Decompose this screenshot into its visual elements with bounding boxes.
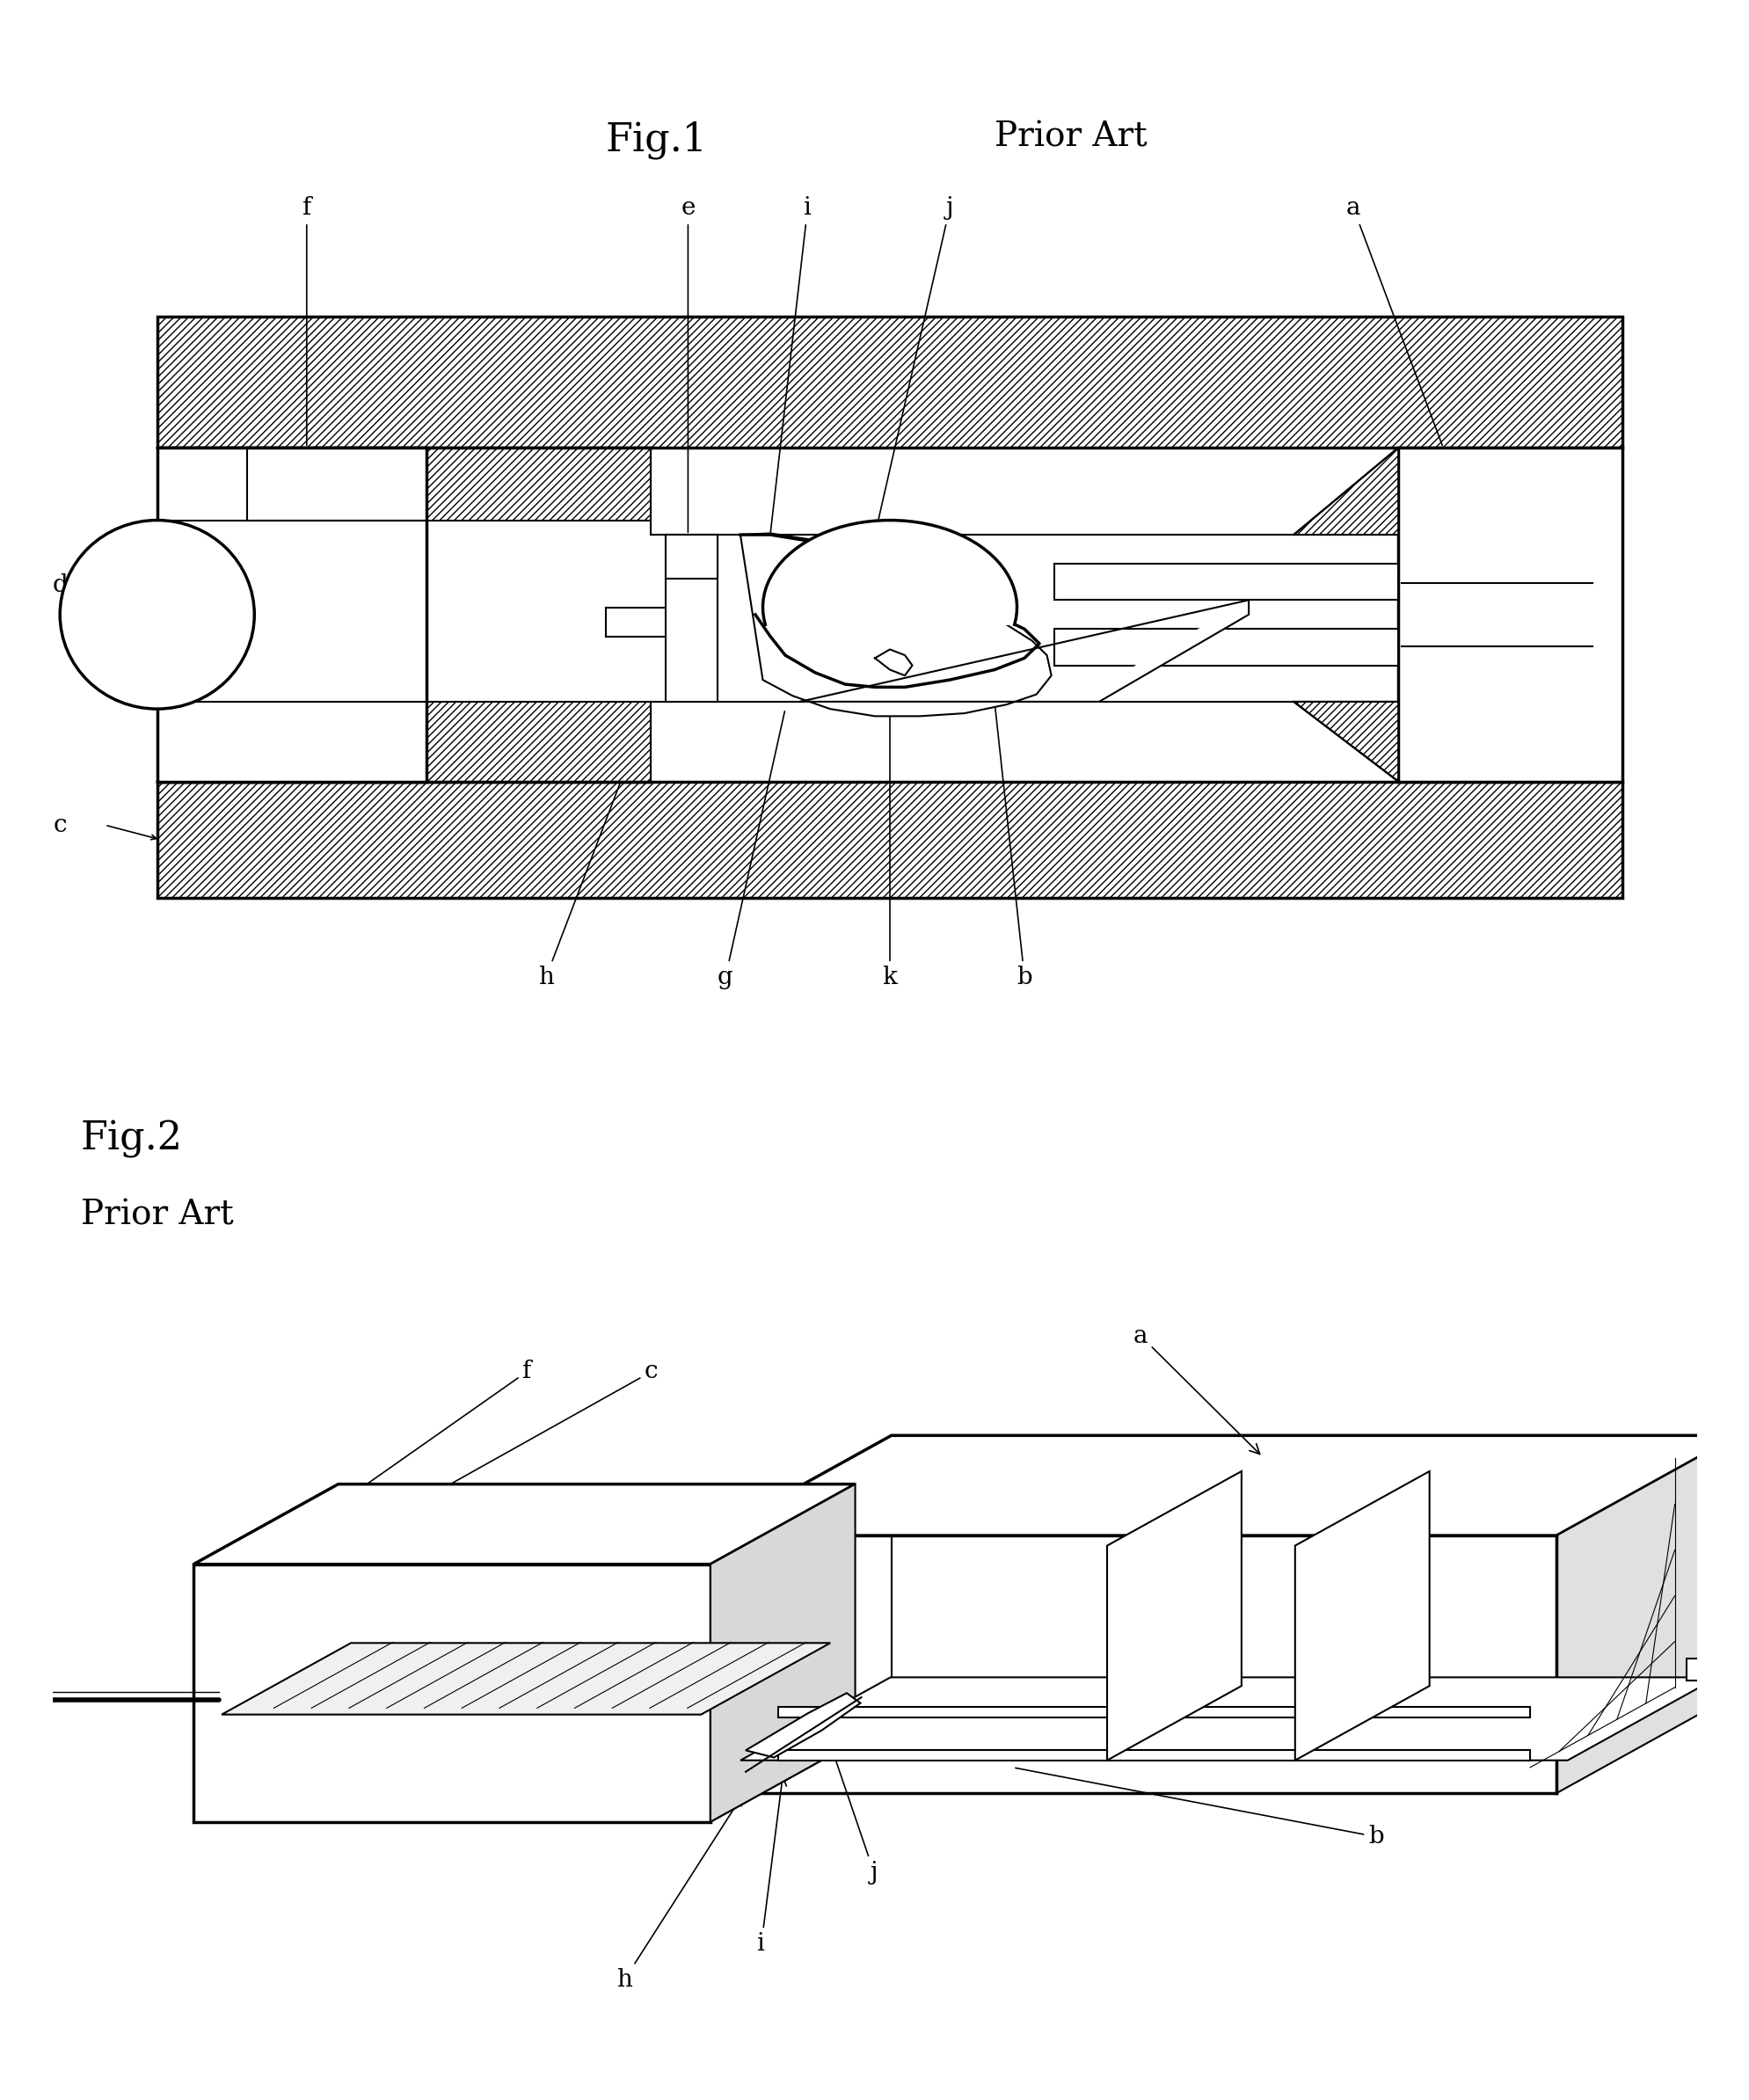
Circle shape — [59, 521, 254, 710]
Text: Fig.1: Fig.1 — [605, 122, 707, 160]
Text: a: a — [1345, 195, 1441, 445]
Text: a: a — [1133, 1323, 1259, 1453]
Polygon shape — [763, 521, 1016, 624]
Text: c: c — [397, 1361, 658, 1514]
Text: h: h — [616, 1796, 742, 1991]
Polygon shape — [194, 1741, 855, 1823]
Polygon shape — [1294, 1472, 1429, 1760]
Text: Prior Art: Prior Art — [993, 122, 1147, 153]
Text: g: g — [717, 712, 784, 989]
Text: b: b — [1014, 1768, 1383, 1848]
Polygon shape — [194, 1564, 710, 1823]
Bar — [1397, 447, 1621, 781]
Bar — [157, 701, 651, 781]
Polygon shape — [1686, 1659, 1723, 1680]
Polygon shape — [1107, 1472, 1240, 1760]
Polygon shape — [194, 1485, 855, 1564]
Text: e: e — [680, 195, 694, 531]
Text: h: h — [539, 783, 619, 989]
Polygon shape — [1293, 447, 1397, 536]
Bar — [665, 536, 717, 578]
Polygon shape — [740, 533, 1051, 716]
Bar — [157, 447, 651, 521]
Text: i: i — [757, 1777, 785, 1955]
Polygon shape — [799, 601, 1249, 701]
Polygon shape — [1293, 701, 1397, 781]
Polygon shape — [1702, 1651, 1739, 1672]
Bar — [665, 536, 717, 701]
Text: i: i — [770, 195, 812, 531]
Polygon shape — [874, 649, 911, 676]
Text: b: b — [995, 704, 1032, 989]
Text: d: d — [52, 573, 68, 596]
Text: Prior Art: Prior Art — [80, 1199, 233, 1233]
Text: f: f — [301, 1361, 532, 1531]
Polygon shape — [222, 1642, 829, 1714]
Polygon shape — [710, 1436, 1737, 1535]
Text: j: j — [874, 195, 953, 531]
Polygon shape — [1555, 1436, 1737, 1793]
Bar — [157, 447, 651, 521]
Polygon shape — [778, 1707, 1529, 1718]
Text: Fig.2: Fig.2 — [80, 1121, 182, 1159]
Text: c: c — [52, 813, 66, 838]
Polygon shape — [710, 1485, 855, 1823]
Bar — [1055, 630, 1397, 666]
Bar — [157, 317, 1621, 447]
Polygon shape — [745, 1693, 861, 1758]
Polygon shape — [778, 1749, 1529, 1760]
Bar — [1055, 563, 1397, 601]
Text: j: j — [827, 1739, 878, 1884]
Bar — [157, 701, 651, 781]
Text: k: k — [881, 712, 897, 989]
Polygon shape — [740, 1678, 1718, 1760]
Bar — [157, 447, 427, 781]
Text: f: f — [303, 195, 311, 445]
Bar — [157, 781, 1621, 897]
